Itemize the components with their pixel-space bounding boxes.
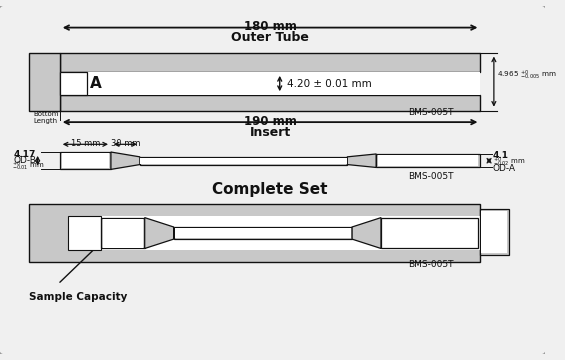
Bar (68, 216, 101, 251)
Bar (60, 53, 480, 72)
Bar (62, 153, 109, 168)
Text: 15 mm: 15 mm (71, 139, 100, 148)
Bar (140, 158, 347, 163)
Text: 4.965 $^{+0}_{-0.005}$ mm: 4.965 $^{+0}_{-0.005}$ mm (497, 69, 557, 82)
Bar (378, 155, 479, 166)
Polygon shape (111, 152, 140, 170)
Polygon shape (347, 154, 376, 167)
Text: OD-B: OD-B (14, 156, 36, 165)
Bar (29, 204, 480, 262)
Bar (381, 217, 479, 248)
Text: $^{+0}_{-0.01}$ mm: $^{+0}_{-0.01}$ mm (11, 160, 44, 173)
Bar (60, 95, 480, 111)
Bar (29, 53, 60, 111)
Bar (60, 72, 480, 95)
Text: 4.17: 4.17 (14, 150, 36, 159)
Bar (101, 217, 145, 248)
Text: $^{+0}_{-0.02}$ mm: $^{+0}_{-0.02}$ mm (493, 156, 525, 169)
Text: BMS-005T: BMS-005T (408, 172, 453, 181)
Text: A: A (90, 76, 102, 91)
Text: BMS-005T: BMS-005T (408, 260, 453, 269)
Bar (480, 209, 509, 255)
Text: BMS-005T: BMS-005T (408, 108, 453, 117)
Text: 4.1: 4.1 (493, 152, 509, 161)
Text: Sample Capacity: Sample Capacity (29, 292, 127, 302)
Text: Outer Tube: Outer Tube (231, 31, 309, 44)
Bar (376, 154, 480, 167)
Bar (481, 211, 507, 253)
Text: Insert: Insert (250, 126, 291, 139)
Bar (173, 227, 352, 239)
Bar (175, 228, 351, 238)
Text: Complete Set: Complete Set (212, 182, 328, 197)
Bar (140, 157, 347, 165)
Text: 4.20 ± 0.01 mm: 4.20 ± 0.01 mm (288, 78, 372, 89)
FancyBboxPatch shape (0, 4, 547, 356)
Text: 30 mm: 30 mm (111, 139, 140, 148)
Text: 190 mm: 190 mm (244, 115, 297, 129)
Bar (60, 72, 87, 95)
Text: 180 mm: 180 mm (244, 20, 297, 33)
Text: OD-A: OD-A (493, 164, 516, 173)
Bar (103, 219, 143, 248)
Text: Bottom
Length: Bottom Length (34, 111, 59, 123)
Bar (82, 216, 480, 251)
Polygon shape (352, 217, 381, 248)
Polygon shape (145, 217, 173, 248)
Bar (60, 152, 111, 170)
